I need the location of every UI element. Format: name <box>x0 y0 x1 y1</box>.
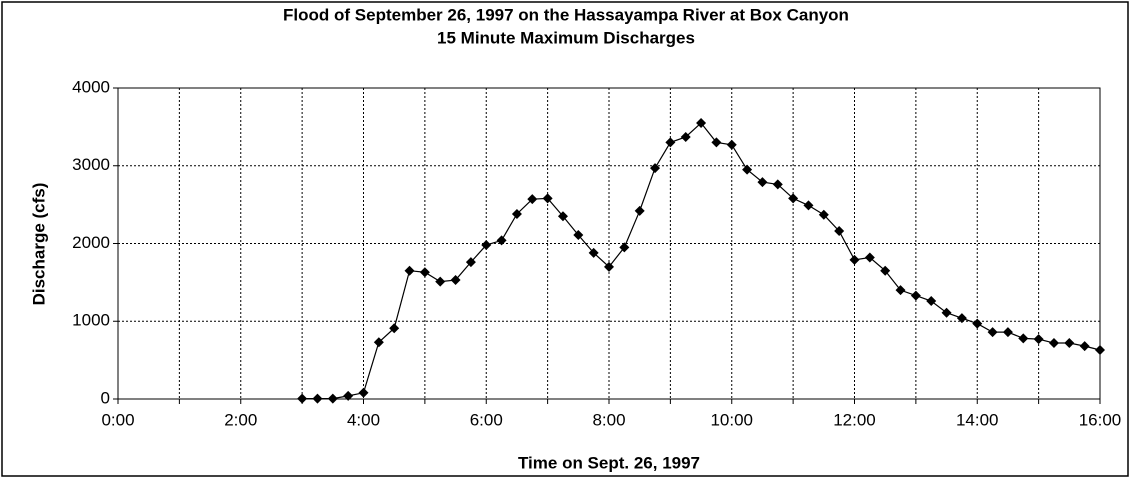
point <box>818 209 829 220</box>
y-tick-label: 2000 <box>72 233 110 252</box>
point <box>941 307 952 318</box>
point <box>358 387 369 398</box>
point <box>1002 327 1013 338</box>
point <box>496 235 507 246</box>
point <box>588 247 599 258</box>
chart-subtitle: 15 Minute Maximum Discharges <box>437 28 695 47</box>
point <box>788 193 799 204</box>
point <box>696 117 707 128</box>
x-axis-label: Time on Sept. 26, 1997 <box>518 453 700 472</box>
point <box>1048 338 1059 349</box>
point <box>573 229 584 240</box>
point <box>557 211 568 222</box>
y-tick-label: 4000 <box>72 77 110 96</box>
point <box>864 252 875 263</box>
point <box>634 205 645 216</box>
point <box>650 163 661 174</box>
point <box>1064 338 1075 349</box>
point <box>772 179 783 190</box>
x-tick-label: 2:00 <box>224 410 257 429</box>
point <box>527 194 538 205</box>
point <box>312 393 323 404</box>
point <box>389 323 400 334</box>
point <box>343 390 354 401</box>
point <box>895 285 906 296</box>
point <box>680 131 691 142</box>
point <box>1095 345 1105 356</box>
y-tick-label: 3000 <box>72 155 110 174</box>
x-tick-label: 4:00 <box>347 410 380 429</box>
point <box>297 393 308 404</box>
point <box>619 242 630 253</box>
point <box>327 393 338 404</box>
point <box>481 240 492 251</box>
point <box>910 290 921 301</box>
x-tick-label: 16:00 <box>1079 410 1122 429</box>
point <box>880 265 891 276</box>
point <box>404 265 415 276</box>
point <box>803 200 814 211</box>
point <box>834 226 845 237</box>
point <box>435 276 446 287</box>
point <box>742 164 753 175</box>
point <box>542 193 553 204</box>
point <box>757 177 768 188</box>
point <box>987 327 998 338</box>
point <box>972 318 983 329</box>
point <box>726 139 737 150</box>
y-axis-label: Discharge (cfs) <box>29 183 48 306</box>
point <box>956 313 967 324</box>
chart-title: Flood of September 26, 1997 on the Hassa… <box>283 5 849 24</box>
point <box>373 337 384 348</box>
x-tick-label: 6:00 <box>470 410 503 429</box>
point <box>450 275 461 286</box>
point <box>419 267 430 278</box>
x-tick-label: 0:00 <box>101 410 134 429</box>
x-tick-label: 14:00 <box>956 410 999 429</box>
x-tick-label: 8:00 <box>592 410 625 429</box>
x-tick-label: 10:00 <box>710 410 753 429</box>
y-tick-label: 0 <box>101 388 110 407</box>
point <box>604 261 614 272</box>
point <box>665 137 676 148</box>
y-tick-label: 1000 <box>72 311 110 330</box>
point <box>711 137 722 148</box>
point <box>849 254 860 265</box>
point <box>1018 333 1029 344</box>
point <box>511 208 522 219</box>
point <box>465 257 476 268</box>
point <box>1033 334 1044 345</box>
x-tick-label: 12:00 <box>833 410 876 429</box>
point <box>1079 341 1090 352</box>
point <box>926 296 937 307</box>
